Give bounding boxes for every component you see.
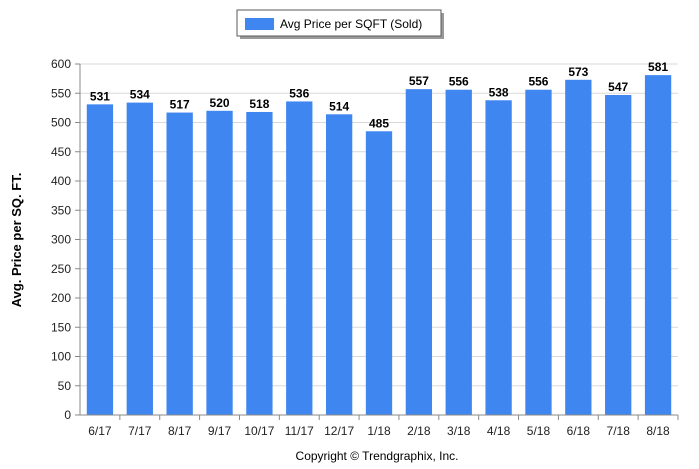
data-label: 485	[369, 116, 389, 130]
x-tick-label: 5/18	[527, 424, 551, 438]
x-tick-label: 8/17	[168, 424, 192, 438]
data-label: 557	[409, 74, 429, 88]
data-label: 514	[329, 99, 349, 113]
x-tick-label: 4/18	[487, 424, 511, 438]
y-tick-label: 150	[51, 320, 71, 334]
legend-swatch	[245, 18, 274, 30]
x-tick-label: 11/17	[285, 424, 314, 438]
x-tick-label: 9/17	[208, 424, 232, 438]
x-tick-label: 7/17	[128, 424, 152, 438]
bars	[86, 75, 672, 416]
bar	[365, 131, 393, 415]
y-tick-label: 100	[51, 350, 71, 364]
y-axis-ticks: 0 50 100 150 200 250 300 350 400 450 500 550 600	[51, 57, 80, 422]
y-tick-label: 350	[51, 203, 71, 217]
x-tick-label: 6/18	[567, 424, 591, 438]
data-label: 556	[528, 75, 548, 89]
data-label: 531	[90, 89, 110, 103]
bar	[525, 89, 552, 416]
y-tick-label: 50	[58, 379, 72, 393]
bar	[206, 110, 233, 416]
x-axis-ticks: 6/17 7/17 8/17 9/17 10/17 11/17 12/17 1/18 2/18 3…	[88, 415, 679, 438]
bar	[126, 102, 153, 416]
data-label: 538	[489, 85, 509, 99]
bar	[86, 104, 114, 416]
data-label: 518	[249, 97, 269, 111]
y-tick-label: 500	[51, 116, 71, 130]
y-tick-label: 300	[51, 233, 71, 247]
legend-label: Avg Price per SQFT (Sold)	[280, 17, 422, 31]
y-tick-label: 200	[51, 291, 71, 305]
bar	[325, 114, 353, 415]
x-tick-label: 10/17	[244, 424, 274, 438]
bar	[644, 75, 672, 416]
bar	[565, 79, 592, 416]
data-label: 520	[210, 96, 230, 110]
data-label: 556	[449, 75, 469, 89]
y-tick-label: 250	[51, 262, 71, 276]
y-tick-label: 600	[51, 57, 71, 71]
bar	[166, 112, 193, 416]
x-tick-label: 7/18	[607, 424, 631, 438]
bar	[605, 95, 632, 415]
x-tick-label: 3/18	[447, 424, 471, 438]
data-label: 573	[568, 65, 588, 79]
bar	[485, 100, 512, 416]
legend: Avg Price per SQFT (Sold)	[236, 9, 444, 39]
y-axis-label: Avg. Price per SQ. FT.	[9, 173, 24, 308]
x-tick-label: 2/18	[407, 424, 431, 438]
data-label: 547	[608, 80, 628, 94]
y-tick-label: 550	[51, 86, 71, 100]
y-tick-label: 400	[51, 174, 71, 188]
y-tick-label: 0	[64, 408, 71, 422]
x-tick-label: 8/18	[646, 424, 670, 438]
bar	[405, 89, 433, 415]
axes	[79, 64, 678, 416]
x-tick-label: 6/17	[88, 424, 112, 438]
copyright: Copyright © Trendgraphix, Inc.	[296, 449, 459, 463]
bar	[246, 111, 273, 415]
data-label: 517	[170, 98, 190, 112]
bar	[445, 89, 472, 416]
x-tick-label: 12/17	[324, 424, 354, 438]
data-label: 581	[648, 60, 668, 74]
y-tick-label: 450	[51, 145, 71, 159]
bar	[286, 101, 313, 415]
data-label: 536	[289, 86, 309, 100]
data-label: 534	[130, 88, 150, 102]
data-labels: 531 534 517 520 518 536 514 485 557 556 538 556 573 5…	[90, 60, 668, 130]
x-tick-label: 1/18	[367, 424, 391, 438]
